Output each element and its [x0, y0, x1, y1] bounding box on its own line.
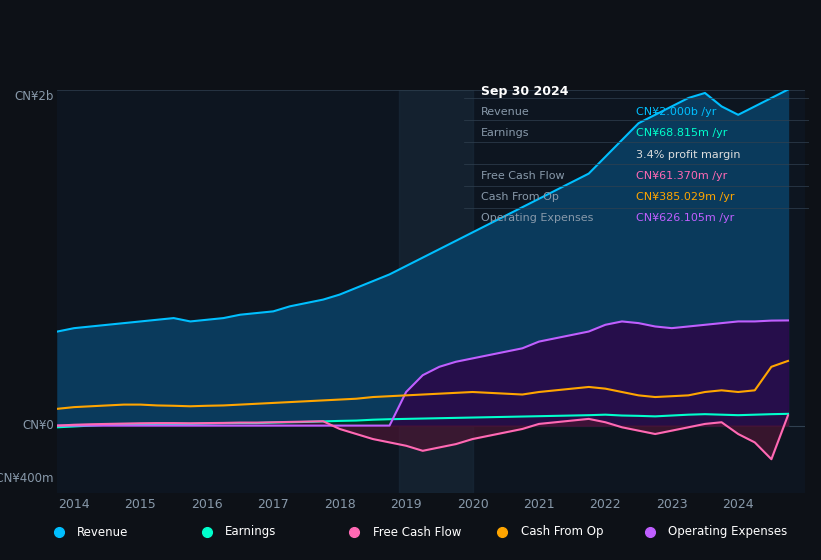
Text: Revenue: Revenue: [77, 525, 129, 539]
Text: CN¥61.370m /yr: CN¥61.370m /yr: [636, 171, 727, 181]
Text: Free Cash Flow: Free Cash Flow: [481, 171, 565, 181]
Text: Free Cash Flow: Free Cash Flow: [373, 525, 461, 539]
Text: Operating Expenses: Operating Expenses: [668, 525, 787, 539]
Text: Earnings: Earnings: [225, 525, 277, 539]
Text: Earnings: Earnings: [481, 128, 530, 138]
Text: CN¥0: CN¥0: [22, 419, 53, 432]
Text: Cash From Op: Cash From Op: [481, 192, 559, 202]
Text: CN¥626.105m /yr: CN¥626.105m /yr: [636, 213, 735, 223]
Text: Cash From Op: Cash From Op: [521, 525, 603, 539]
Text: CN¥2b: CN¥2b: [14, 90, 53, 102]
Bar: [400, 90, 473, 493]
Text: Sep 30 2024: Sep 30 2024: [481, 85, 569, 99]
Text: Operating Expenses: Operating Expenses: [481, 213, 594, 223]
Text: CN¥68.815m /yr: CN¥68.815m /yr: [636, 128, 727, 138]
Text: CN¥2.000b /yr: CN¥2.000b /yr: [636, 108, 717, 117]
Text: 3.4% profit margin: 3.4% profit margin: [636, 150, 741, 160]
Text: -CN¥400m: -CN¥400m: [0, 472, 53, 485]
Text: Revenue: Revenue: [481, 108, 530, 117]
Text: CN¥385.029m /yr: CN¥385.029m /yr: [636, 192, 735, 202]
